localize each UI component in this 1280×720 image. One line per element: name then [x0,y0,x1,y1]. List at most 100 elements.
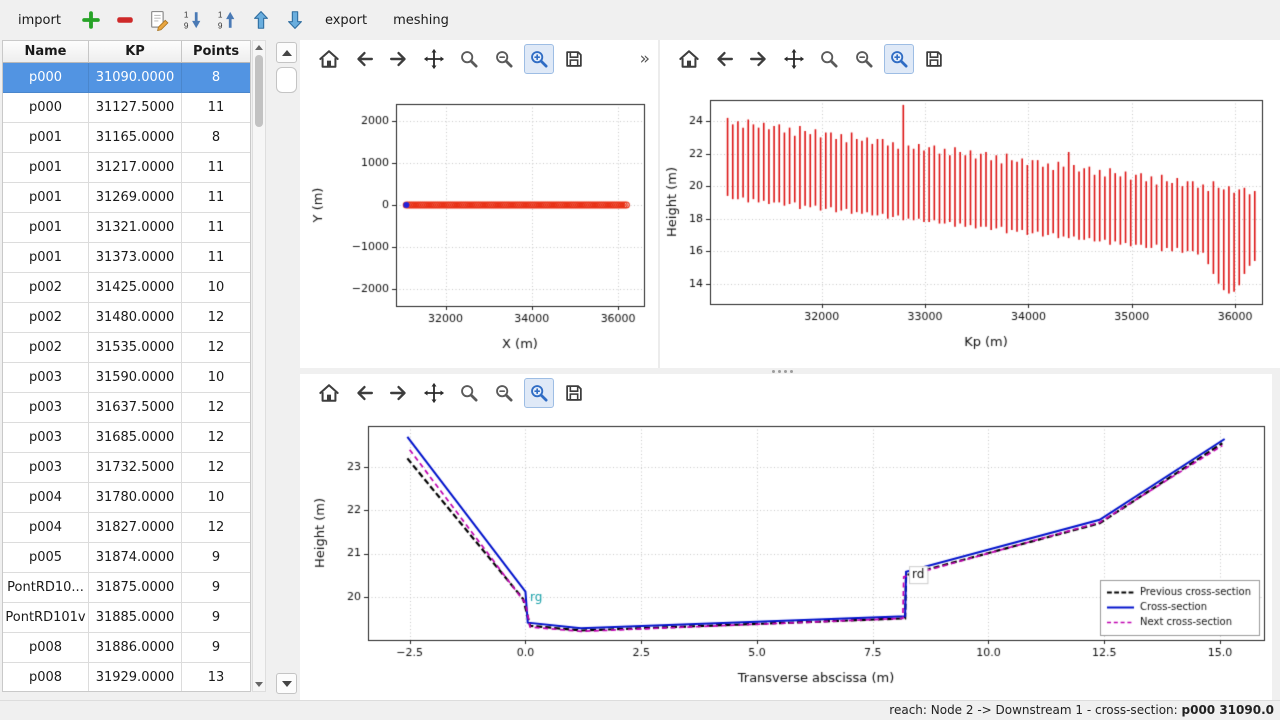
panel-scrollbar[interactable] [276,42,297,694]
save-icon[interactable] [559,44,589,74]
table-row[interactable]: p001 31217.0000 11 [3,153,250,183]
cross-section-table[interactable]: Name KP Points p000 31090.0000 8 p000 31127.… [2,40,251,692]
zoom-in-icon[interactable] [524,378,554,408]
move-down-icon[interactable] [279,5,311,35]
table-row[interactable]: p008 31886.0000 9 [3,633,250,663]
scroll-up-button[interactable] [276,42,297,63]
plots-area: » [300,40,1280,700]
scroll-down-button[interactable] [276,673,297,694]
table-cell: 31321.0000 [89,213,182,243]
longitudinal-profile-figure[interactable] [660,78,1278,364]
zoom-icon[interactable] [454,378,484,408]
table-row[interactable]: p000 31090.0000 8 [3,63,250,93]
table-scrollbar[interactable] [252,40,266,692]
forward-icon[interactable] [384,378,414,408]
toolbar-overflow-icon[interactable]: » [639,48,650,69]
table-row[interactable]: p003 31685.0000 12 [3,423,250,453]
forward-icon[interactable] [384,44,414,74]
right-gutter [1272,374,1280,700]
move-up-icon[interactable] [245,5,277,35]
table-cell: 31590.0000 [89,363,182,393]
pan-icon[interactable] [419,44,449,74]
zoom-out-icon[interactable] [489,378,519,408]
table-row[interactable]: p005 31874.0000 9 [3,543,250,573]
table-cell: 31269.0000 [89,183,182,213]
table-cell: p008 [3,633,89,663]
edit-icon[interactable] [143,5,175,35]
table-row[interactable]: p002 31535.0000 12 [3,333,250,363]
zoom-in-icon[interactable] [884,44,914,74]
table-cell: 31685.0000 [89,423,182,453]
table-row[interactable]: PontRD101v 31885.0000 9 [3,603,250,633]
menu-meshing[interactable]: meshing [393,12,449,28]
svg-text:1: 1 [184,11,189,20]
cross-sections-panel: Name KP Points p000 31090.0000 8 p000 31127.… [0,40,300,700]
forward-icon[interactable] [744,44,774,74]
horizontal-splitter[interactable] [300,368,1280,374]
save-icon[interactable] [559,378,589,408]
panel-scrollbar-thumb[interactable] [276,67,297,93]
scroll-up-icon[interactable] [255,45,263,50]
remove-icon[interactable] [109,5,141,35]
table-row[interactable]: p003 31732.5000 12 [3,453,250,483]
back-icon[interactable] [349,378,379,408]
zoom-icon[interactable] [814,44,844,74]
table-row[interactable]: p002 31480.0000 12 [3,303,250,333]
table-cell: 11 [182,93,250,123]
plan-view-figure[interactable] [300,80,658,366]
table-row[interactable]: p008 31929.0000 13 [3,663,250,691]
table-row[interactable]: p004 31780.0000 10 [3,483,250,513]
save-icon[interactable] [919,44,949,74]
column-header-kp[interactable]: KP [89,41,182,63]
add-icon[interactable] [75,5,107,35]
table-row[interactable]: p000 31127.5000 11 [3,93,250,123]
pan-icon[interactable] [419,378,449,408]
splitter-grip-icon [772,370,775,373]
menu-export[interactable]: export [324,12,368,28]
pan-icon[interactable] [779,44,809,74]
status-cross-section: p000 31090.0 [1181,703,1274,717]
table-cell: p003 [3,423,89,453]
back-icon[interactable] [709,44,739,74]
table-cell: p003 [3,453,89,483]
zoom-in-icon[interactable] [524,44,554,74]
table-cell: 10 [182,273,250,303]
zoom-out-icon[interactable] [489,44,519,74]
home-icon[interactable] [314,44,344,74]
column-header-name[interactable]: Name [3,41,89,63]
table-row[interactable]: p001 31165.0000 8 [3,123,250,153]
triangle-up-icon [281,49,292,56]
zoom-out-icon[interactable] [849,44,879,74]
table-cell: 13 [182,663,250,691]
table-row[interactable]: p004 31827.0000 12 [3,513,250,543]
table-cell: PontRD101v [3,603,89,633]
table-cell: 8 [182,63,250,93]
table-row[interactable]: p001 31321.0000 11 [3,213,250,243]
table-cell: p001 [3,183,89,213]
table-cell: 31217.0000 [89,153,182,183]
table-cell: 12 [182,303,250,333]
table-cell: 31886.0000 [89,633,182,663]
scroll-down-icon[interactable] [255,682,263,687]
cross-section-figure[interactable] [300,412,1280,698]
table-row[interactable]: p003 31590.0000 10 [3,363,250,393]
table-row[interactable]: p002 31425.0000 10 [3,273,250,303]
home-icon[interactable] [674,44,704,74]
table-cell: 31875.0000 [89,573,182,603]
vertical-splitter[interactable] [658,40,660,368]
home-icon[interactable] [314,378,344,408]
table-cell: 31425.0000 [89,273,182,303]
table-row[interactable]: p003 31637.5000 12 [3,393,250,423]
table-row[interactable]: p001 31269.0000 11 [3,183,250,213]
table-scrollbar-thumb[interactable] [255,55,263,127]
menu-import[interactable]: import [18,12,61,28]
back-icon[interactable] [349,44,379,74]
table-cell: p002 [3,303,89,333]
column-header-points[interactable]: Points [182,41,250,63]
zoom-icon[interactable] [454,44,484,74]
table-cell: p004 [3,513,89,543]
table-row[interactable]: PontRD10... 31875.0000 9 [3,573,250,603]
table-row[interactable]: p001 31373.0000 11 [3,243,250,273]
